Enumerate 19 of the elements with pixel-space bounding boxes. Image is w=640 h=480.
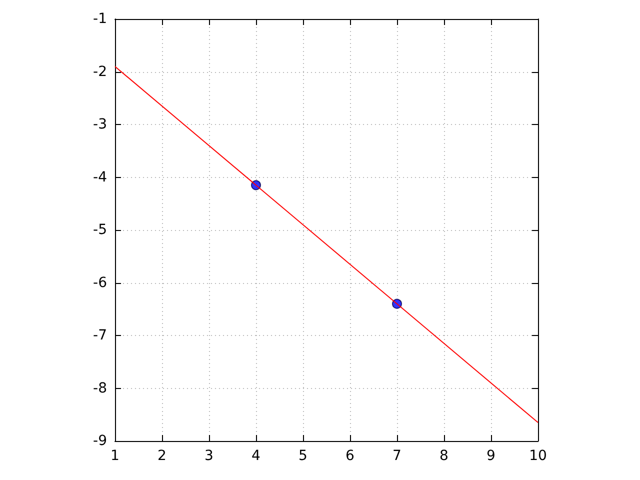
x-tick-label: 8 (440, 448, 448, 464)
x-tick-label: 2 (158, 448, 166, 464)
y-tick-label: -9 (93, 433, 107, 449)
x-tick-label: 6 (346, 448, 355, 464)
x-tick-label: 3 (204, 448, 214, 464)
y-tick-label: -6 (93, 274, 108, 291)
x-tick-label: 5 (298, 448, 308, 464)
y-tick-label: -2 (93, 64, 107, 80)
y-tick-label: -7 (93, 328, 107, 344)
x-tick-label: 4 (252, 448, 261, 464)
y-tick-label: -1 (93, 11, 107, 27)
y-tick-label: -4 (93, 169, 108, 186)
x-tick-label: 10 (529, 448, 547, 464)
y-tick-label: -8 (93, 380, 107, 396)
y-tick-label: -3 (93, 116, 107, 132)
x-tick-label: 7 (392, 448, 402, 464)
y-tick-label: -5 (93, 222, 107, 238)
x-tick-label: 1 (110, 448, 120, 464)
x-tick-label: 9 (486, 448, 496, 464)
